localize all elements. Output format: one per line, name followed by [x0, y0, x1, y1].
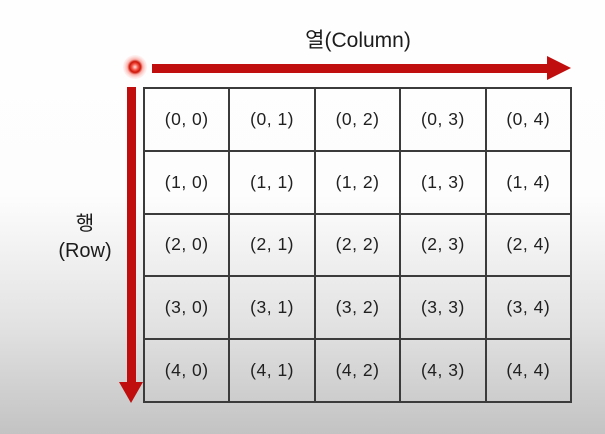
grid-cell: (4, 1): [229, 339, 315, 402]
grid-cell: (4, 2): [314, 339, 401, 402]
grid-cell: (1, 4): [485, 150, 571, 214]
laser-pointer-dot-icon: [123, 55, 147, 79]
coordinate-grid: (0, 0) (0, 1) (0, 2) (0, 3) (0, 4) (1, 0) (1, …: [143, 87, 572, 403]
row-arrow-head-icon: [119, 382, 143, 403]
grid-cell: (2, 3): [400, 213, 486, 277]
grid-cell: (2, 1): [229, 213, 315, 277]
grid-cell: (4, 4): [485, 339, 571, 402]
grid-cell: (0, 4): [485, 88, 571, 151]
grid-cell: (2, 2): [314, 213, 401, 277]
grid-cell: (1, 0): [144, 150, 230, 214]
row-arrow-shaft: [127, 87, 136, 383]
grid-cell: (0, 3): [400, 88, 486, 151]
column-arrow-head-icon: [547, 56, 571, 80]
grid-cell: (0, 0): [144, 88, 230, 151]
grid-cell: (4, 3): [400, 339, 486, 402]
grid-cell: (3, 3): [400, 276, 486, 340]
grid-cell: (0, 2): [314, 88, 401, 151]
grid-cell: (2, 4): [485, 213, 571, 277]
grid-cell: (1, 3): [400, 150, 486, 214]
row-axis-label-line2: (Row): [58, 240, 112, 262]
grid-cell: (3, 0): [144, 276, 230, 340]
column-arrow-shaft: [152, 64, 548, 73]
grid-cell: (3, 4): [485, 276, 571, 340]
grid-cell: (1, 2): [314, 150, 401, 214]
grid-cell: (1, 1): [229, 150, 315, 214]
grid-cell: (4, 0): [144, 339, 230, 402]
row-axis-label-line1: 행: [75, 213, 95, 235]
column-axis-label: 열(Column): [305, 29, 411, 52]
row-axis-label: 행 (Row): [38, 211, 132, 265]
grid-cell: (0, 1): [229, 88, 315, 151]
grid-cell: (3, 2): [314, 276, 401, 340]
grid-cell: (2, 0): [144, 213, 230, 277]
grid-cell: (3, 1): [229, 276, 315, 340]
